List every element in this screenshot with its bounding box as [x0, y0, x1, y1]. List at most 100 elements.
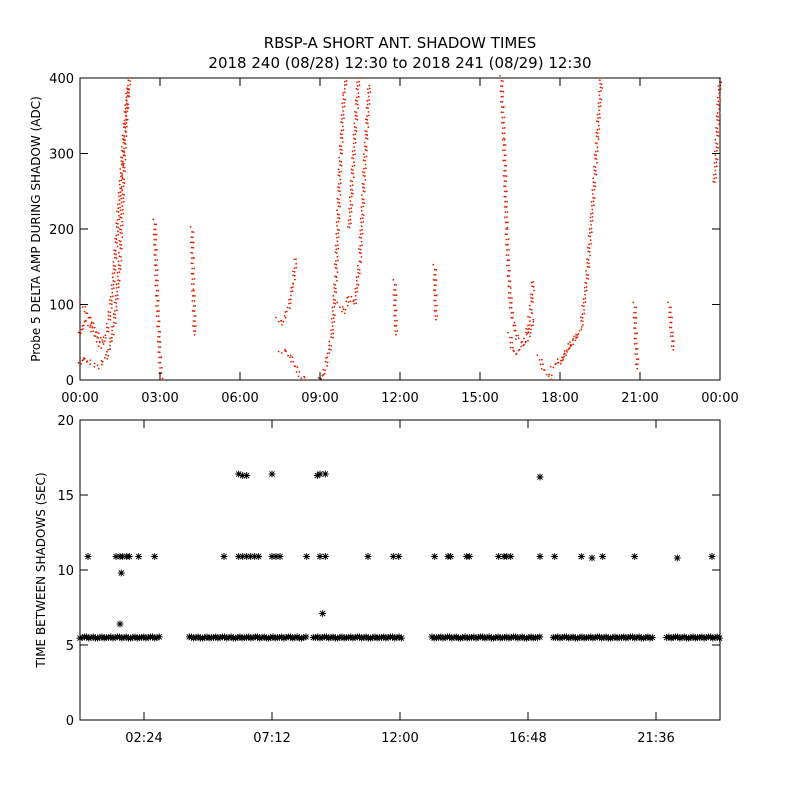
amplitude-point	[340, 160, 343, 163]
amplitude-point	[122, 122, 125, 125]
amplitude-point	[584, 297, 587, 300]
amplitude-point	[595, 131, 598, 134]
amplitude-point	[361, 213, 364, 216]
amplitude-point	[502, 159, 505, 162]
amplitude-point	[588, 262, 590, 265]
amplitude-point	[583, 309, 585, 311]
time-between-point	[620, 633, 628, 641]
amplitude-point	[433, 268, 436, 271]
time-between-point	[131, 633, 139, 641]
time-between-point	[622, 634, 630, 642]
amplitude-point	[394, 319, 396, 322]
amplitude-point	[635, 337, 637, 340]
amplitude-point	[668, 311, 671, 314]
amplitude-point	[107, 314, 110, 317]
time-between-point	[384, 634, 392, 641]
amplitude-point	[550, 374, 553, 377]
time-between-point	[574, 634, 581, 642]
amplitude-point	[81, 306, 84, 308]
amplitude-point	[368, 87, 371, 90]
amplitude-point	[503, 138, 506, 141]
amplitude-point	[291, 356, 294, 358]
amplitude-point	[503, 154, 506, 157]
amplitude-point	[189, 241, 192, 244]
amplitude-point	[584, 301, 587, 303]
amplitude-point	[716, 127, 719, 130]
amplitude-point	[111, 295, 114, 298]
amplitude-point	[295, 258, 297, 261]
amplitude-point	[116, 222, 119, 225]
amplitude-point	[509, 341, 512, 344]
amplitude-point	[432, 289, 435, 292]
amplitude-point	[97, 332, 100, 335]
amplitude-point	[355, 96, 358, 99]
amplitude-point	[84, 319, 87, 322]
amplitude-point	[194, 330, 197, 332]
amplitude-point	[336, 271, 339, 273]
time-between-point	[492, 634, 500, 641]
amplitude-point	[125, 121, 128, 124]
amplitude-point	[591, 193, 594, 195]
amplitude-point	[332, 328, 334, 331]
amplitude-point	[355, 302, 357, 304]
amplitude-point	[105, 322, 108, 325]
amplitude-point	[533, 289, 535, 292]
amplitude-point	[289, 356, 291, 359]
amplitude-point	[717, 131, 719, 134]
amplitude-point	[121, 156, 124, 159]
amplitude-point	[359, 229, 362, 232]
time-between-point	[142, 634, 150, 642]
amplitude-point	[106, 330, 108, 332]
time-between-point	[624, 634, 632, 641]
amplitude-point	[588, 266, 591, 269]
amplitude-point	[503, 164, 506, 167]
amplitude-point	[394, 325, 397, 327]
amplitude-point	[369, 91, 372, 94]
amplitude-point	[590, 227, 593, 230]
amplitude-point	[514, 324, 517, 327]
time-between-point	[711, 634, 719, 641]
amplitude-point	[394, 304, 397, 307]
amplitude-point	[635, 317, 638, 319]
amplitude-point	[581, 316, 584, 319]
amplitude-point	[99, 336, 102, 339]
amplitude-point	[349, 218, 352, 221]
amplitude-point	[117, 286, 120, 289]
amplitude-point	[365, 167, 367, 170]
amplitude-point	[716, 119, 718, 121]
amplitude-point	[118, 279, 121, 282]
chart-subtitle: 2018 240 (08/28) 12:30 to 2018 241 (08/2…	[208, 54, 591, 72]
amplitude-point	[365, 118, 367, 121]
amplitude-point	[112, 264, 115, 267]
bottom-x-tick-label: 16:48	[509, 731, 546, 746]
amplitude-point	[509, 301, 511, 304]
amplitude-point	[118, 195, 120, 198]
amplitude-point	[580, 319, 582, 322]
amplitude-point	[432, 279, 435, 281]
amplitude-point	[115, 222, 118, 225]
amplitude-point	[364, 179, 367, 181]
amplitude-point	[191, 278, 194, 280]
amplitude-point	[114, 294, 117, 297]
amplitude-point	[191, 290, 193, 292]
amplitude-point	[354, 114, 357, 117]
amplitude-point	[433, 284, 436, 286]
amplitude-point	[512, 311, 514, 314]
amplitude-point	[115, 305, 118, 308]
amplitude-point	[121, 224, 124, 227]
amplitude-point	[587, 274, 589, 277]
amplitude-point	[668, 306, 671, 309]
time-between-point	[580, 634, 588, 642]
amplitude-point	[115, 257, 118, 260]
amplitude-point	[717, 115, 719, 118]
amplitude-point	[157, 346, 160, 348]
time-between-point	[225, 634, 233, 641]
amplitude-point	[532, 318, 535, 321]
amplitude-point	[368, 84, 371, 87]
amplitude-point	[584, 293, 586, 296]
amplitude-point	[119, 240, 122, 243]
time-between-point	[435, 634, 442, 641]
amplitude-point	[357, 107, 359, 110]
amplitude-point	[634, 348, 637, 350]
time-between-point	[303, 553, 311, 560]
